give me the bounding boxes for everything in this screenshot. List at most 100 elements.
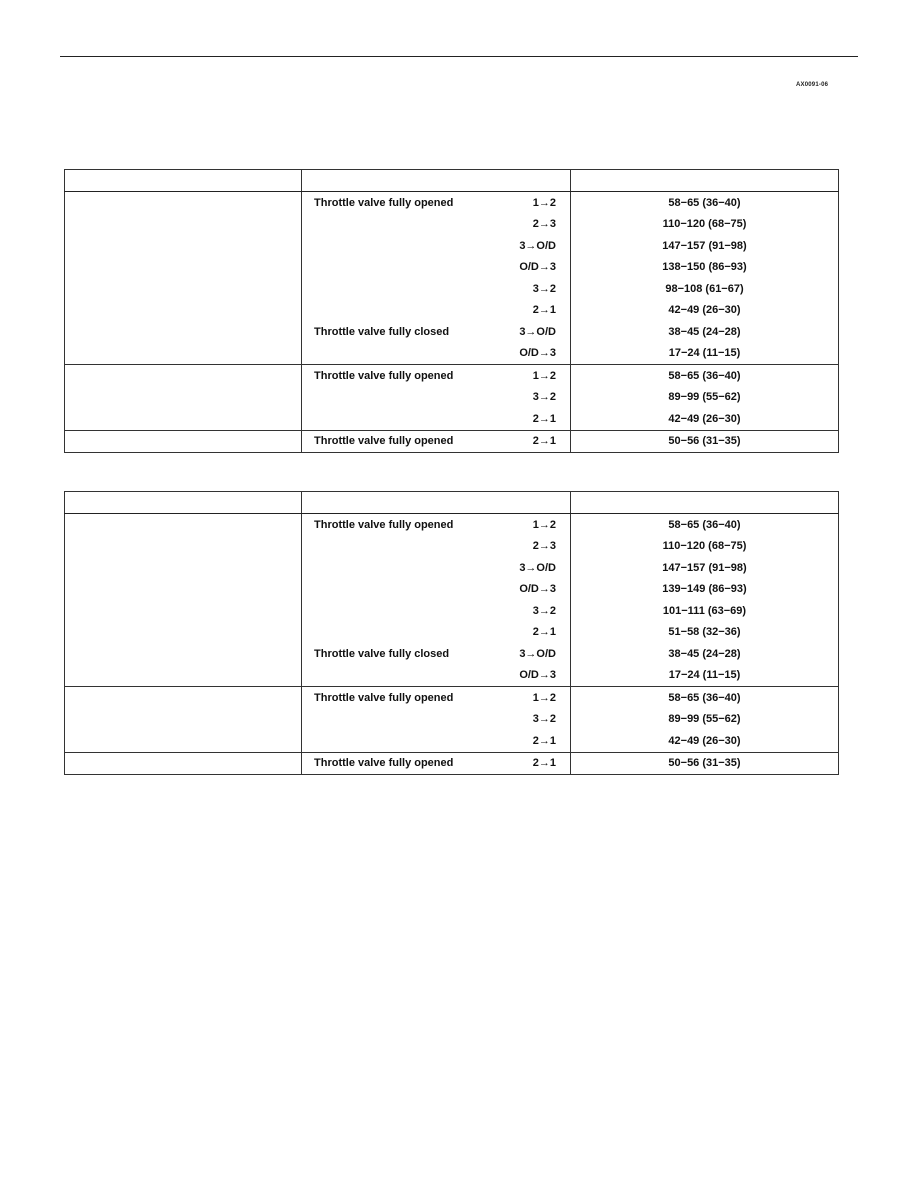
- shift-range: O/D→3: [519, 669, 556, 682]
- condition-cell: 2→1: [301, 730, 571, 752]
- shift-range: 1→2: [532, 518, 556, 531]
- table-row: O/D→3 138−150 (86−93): [65, 256, 839, 278]
- table-row: 2→1 42−49 (26−30): [65, 408, 839, 430]
- condition-cell: 2→1: [301, 408, 571, 430]
- table-row: 3→O/D 147−157 (91−98): [65, 557, 839, 579]
- condition-cell: 2→3: [301, 535, 571, 557]
- shift-range: 3→2: [532, 713, 556, 726]
- condition-cell: Throttle valve fully opened 2→1: [301, 429, 571, 453]
- shift-point-table-1: Throttle valve fully opened 1→2 58−65 (36−…: [64, 169, 839, 453]
- table-row: O/D→3 17−24 (11−15): [65, 664, 839, 687]
- table-row: Throttle valve fully closed 3→O/D 38−45 (2…: [65, 321, 839, 343]
- vehicle-speed-value: 110−120 (68−75): [570, 213, 839, 235]
- vehicle-speed-value: 139−149 (86−93): [570, 578, 839, 600]
- header-cell: [570, 491, 839, 514]
- group-label-cell: [64, 751, 302, 775]
- table-row: 2→3 110−120 (68−75): [65, 213, 839, 235]
- condition-cell: O/D→3: [301, 256, 571, 278]
- condition-cell: 2→3: [301, 213, 571, 235]
- condition-cell: Throttle valve fully opened 1→2: [301, 364, 571, 387]
- throttle-condition: Throttle valve fully opened: [314, 435, 454, 448]
- group-label-cell: [64, 686, 302, 752]
- vehicle-speed-value: 98−108 (61−67): [570, 278, 839, 300]
- vehicle-speed-value: 51−58 (32−36): [570, 621, 839, 643]
- throttle-condition: Throttle valve fully opened: [314, 691, 454, 704]
- vehicle-speed-value: 42−49 (26−30): [570, 299, 839, 321]
- vehicle-speed-value: 38−45 (24−28): [570, 321, 839, 343]
- table-row: 3→O/D 147−157 (91−98): [65, 235, 839, 257]
- group-label-cell: [64, 513, 302, 687]
- vehicle-speed-value: 58−65 (36−40): [570, 364, 839, 387]
- table-row: 2→1 42−49 (26−30): [65, 299, 839, 321]
- vehicle-speed-value: 58−65 (36−40): [570, 191, 839, 214]
- vehicle-speed-value: 110−120 (68−75): [570, 535, 839, 557]
- shift-range: O/D→3: [519, 583, 556, 596]
- shift-range: O/D→3: [519, 261, 556, 274]
- vehicle-speed-value: 58−65 (36−40): [570, 513, 839, 536]
- page-code: AX0091-06: [796, 82, 829, 88]
- shift-range: O/D→3: [519, 347, 556, 360]
- shift-range: 2→3: [532, 540, 556, 553]
- header-cell: [301, 491, 571, 514]
- table-row: Throttle valve fully opened 1→2 58−65 (36−…: [64, 513, 839, 687]
- condition-cell: Throttle valve fully closed 3→O/D: [301, 643, 571, 665]
- table-row: Throttle valve fully opened 1→2 58−65 (36−…: [64, 686, 839, 752]
- throttle-condition: Throttle valve fully opened: [314, 518, 454, 531]
- vehicle-speed-value: 58−65 (36−40): [570, 686, 839, 709]
- condition-cell: Throttle valve fully opened 1→2: [301, 686, 571, 709]
- header-cell: [570, 169, 839, 192]
- condition-cell: O/D→3: [301, 664, 571, 687]
- throttle-condition: Throttle valve fully opened: [314, 196, 454, 209]
- header-cell: [301, 169, 571, 192]
- table-row: Throttle valve fully opened 2→1 50−56 (31−…: [64, 751, 839, 775]
- vehicle-speed-value: 89−99 (55−62): [570, 386, 839, 408]
- shift-point-table-2: Throttle valve fully opened 1→2 58−65 (36−…: [64, 491, 839, 775]
- table-row: Throttle valve fully opened 1→2 58−65 (36−…: [64, 364, 839, 430]
- table-row: 2→1 42−49 (26−30): [65, 730, 839, 752]
- condition-cell: Throttle valve fully opened 1→2: [301, 513, 571, 536]
- vehicle-speed-value: 42−49 (26−30): [570, 730, 839, 752]
- vehicle-speed-value: 42−49 (26−30): [570, 408, 839, 430]
- throttle-condition: Throttle valve fully closed: [314, 325, 450, 338]
- shift-range: 3→2: [532, 604, 556, 617]
- group-label-cell: [64, 364, 302, 430]
- shift-range: 3→O/D: [519, 647, 556, 660]
- condition-cell: 3→2: [301, 278, 571, 300]
- table-header-row: [64, 491, 839, 514]
- shift-range: 2→1: [532, 626, 556, 639]
- condition-cell: Throttle valve fully closed 3→O/D: [301, 321, 571, 343]
- shift-range: 1→2: [532, 691, 556, 704]
- shift-range: 2→3: [532, 218, 556, 231]
- shift-range: 2→1: [532, 757, 556, 770]
- condition-cell: 3→2: [301, 708, 571, 730]
- table-row: 3→2 89−99 (55−62): [65, 386, 839, 408]
- table-row: Throttle valve fully opened 1→2 58−65 (36−…: [64, 191, 839, 365]
- shift-range: 3→O/D: [519, 325, 556, 338]
- vehicle-speed-value: 17−24 (11−15): [570, 342, 839, 365]
- table-row: Throttle valve fully closed 3→O/D 38−45 (2…: [65, 643, 839, 665]
- shift-range: 2→1: [532, 435, 556, 448]
- table-row: O/D→3 17−24 (11−15): [65, 342, 839, 365]
- shift-range: 1→2: [532, 196, 556, 209]
- shift-range: 2→1: [532, 412, 556, 425]
- shift-range: 2→1: [532, 734, 556, 747]
- throttle-condition: Throttle valve fully closed: [314, 647, 450, 660]
- table-header-row: [64, 169, 839, 192]
- table-row: 3→2 98−108 (61−67): [65, 278, 839, 300]
- vehicle-speed-value: 17−24 (11−15): [570, 664, 839, 687]
- condition-cell: Throttle valve fully opened 2→1: [301, 751, 571, 775]
- vehicle-speed-value: 138−150 (86−93): [570, 256, 839, 278]
- condition-cell: 3→2: [301, 600, 571, 622]
- shift-range: 1→2: [532, 369, 556, 382]
- condition-cell: O/D→3: [301, 342, 571, 365]
- condition-cell: O/D→3: [301, 578, 571, 600]
- vehicle-speed-value: 101−111 (63−69): [570, 600, 839, 622]
- vehicle-speed-value: 89−99 (55−62): [570, 708, 839, 730]
- header-cell: [64, 491, 302, 514]
- vehicle-speed-value: 147−157 (91−98): [570, 235, 839, 257]
- table-row: O/D→3 139−149 (86−93): [65, 578, 839, 600]
- shift-range: 3→O/D: [519, 561, 556, 574]
- table-row: Throttle valve fully opened 2→1 50−56 (31−…: [64, 429, 839, 453]
- vehicle-speed-value: 50−56 (31−35): [570, 751, 839, 775]
- table-row: 2→1 51−58 (32−36): [65, 621, 839, 643]
